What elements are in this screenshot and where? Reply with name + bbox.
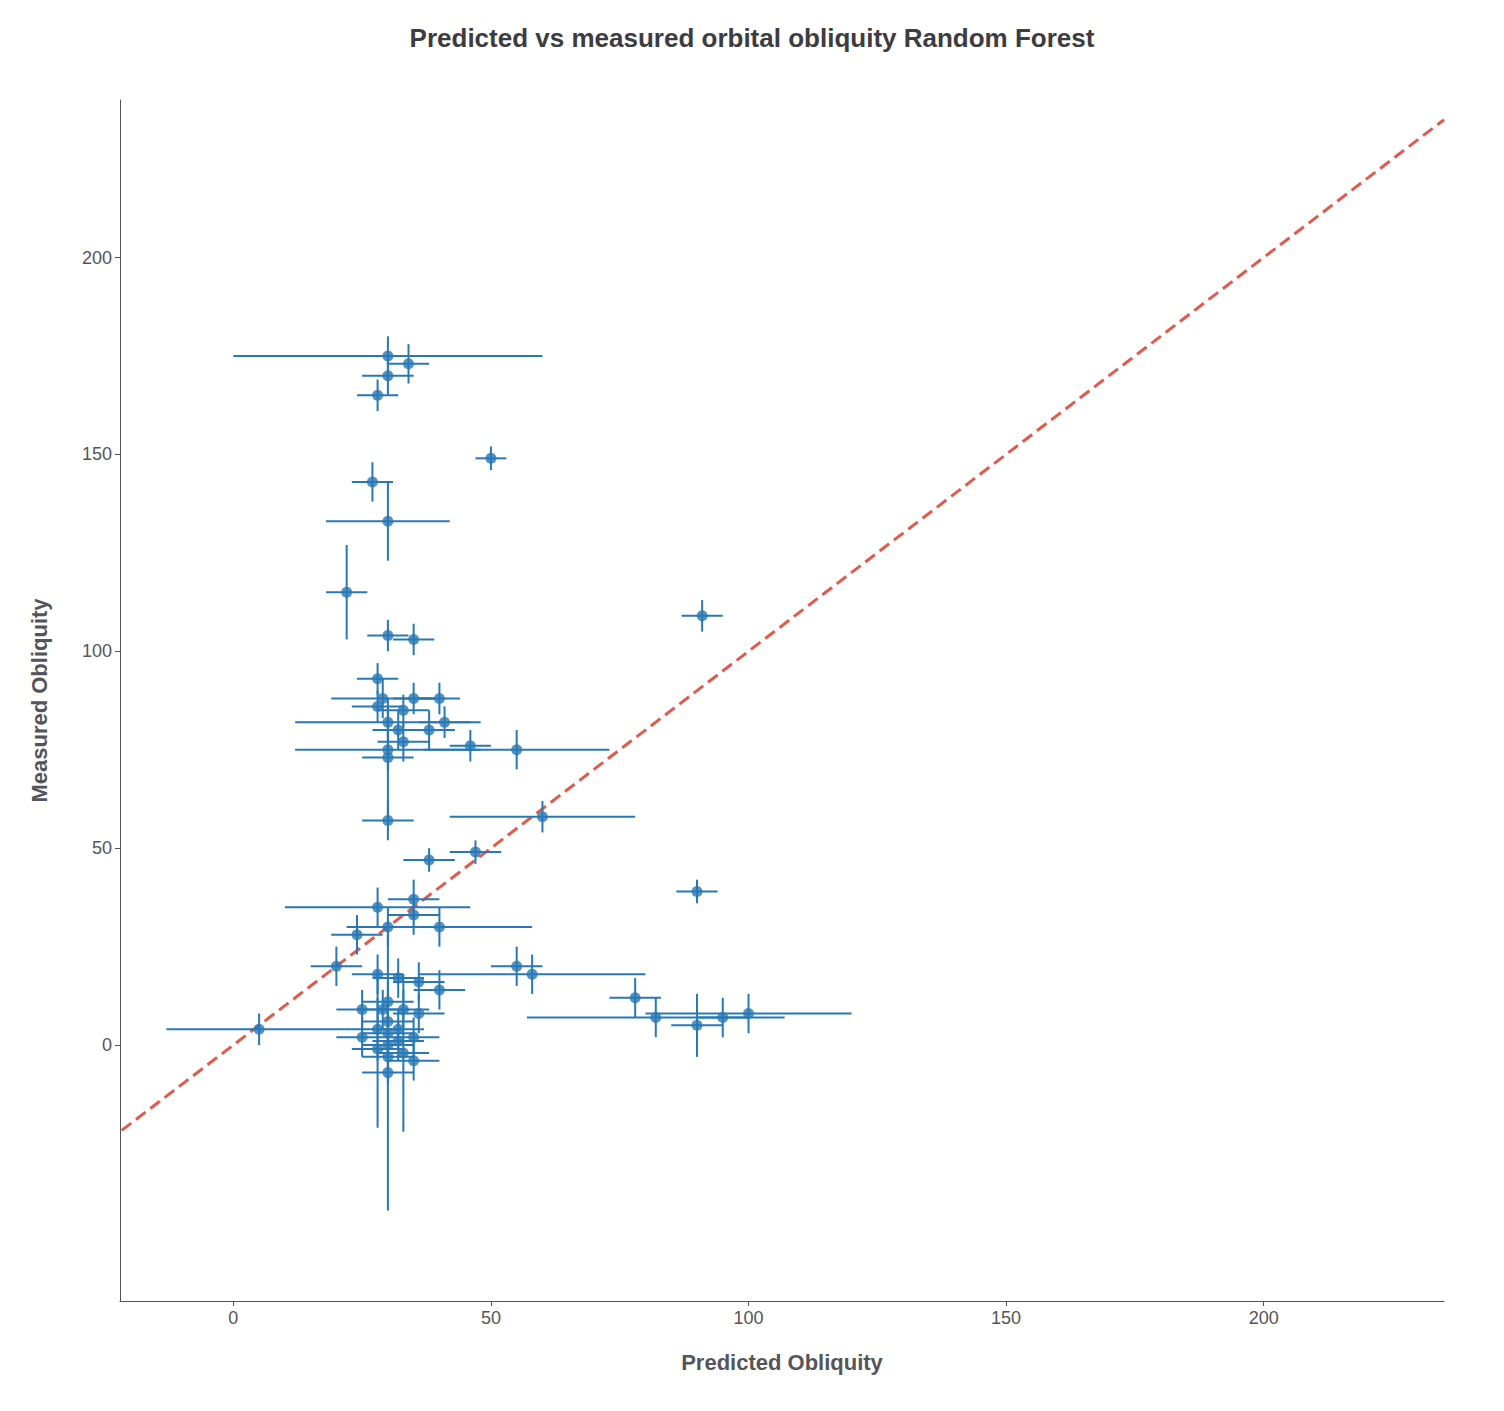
svg-text:0: 0 bbox=[102, 1035, 112, 1055]
svg-text:100: 100 bbox=[733, 1308, 763, 1328]
svg-text:100: 100 bbox=[82, 641, 112, 661]
svg-text:150: 150 bbox=[82, 444, 112, 464]
svg-text:200: 200 bbox=[1249, 1308, 1279, 1328]
svg-text:0: 0 bbox=[228, 1308, 238, 1328]
svg-text:50: 50 bbox=[92, 838, 112, 858]
svg-text:Predicted Obliquity: Predicted Obliquity bbox=[681, 1350, 883, 1375]
svg-text:Measured Obliquity: Measured Obliquity bbox=[27, 598, 52, 803]
svg-text:200: 200 bbox=[82, 248, 112, 268]
svg-text:150: 150 bbox=[991, 1308, 1021, 1328]
svg-text:50: 50 bbox=[481, 1308, 501, 1328]
svg-text:Predicted vs measured orbital: Predicted vs measured orbital obliquity … bbox=[410, 23, 1095, 53]
